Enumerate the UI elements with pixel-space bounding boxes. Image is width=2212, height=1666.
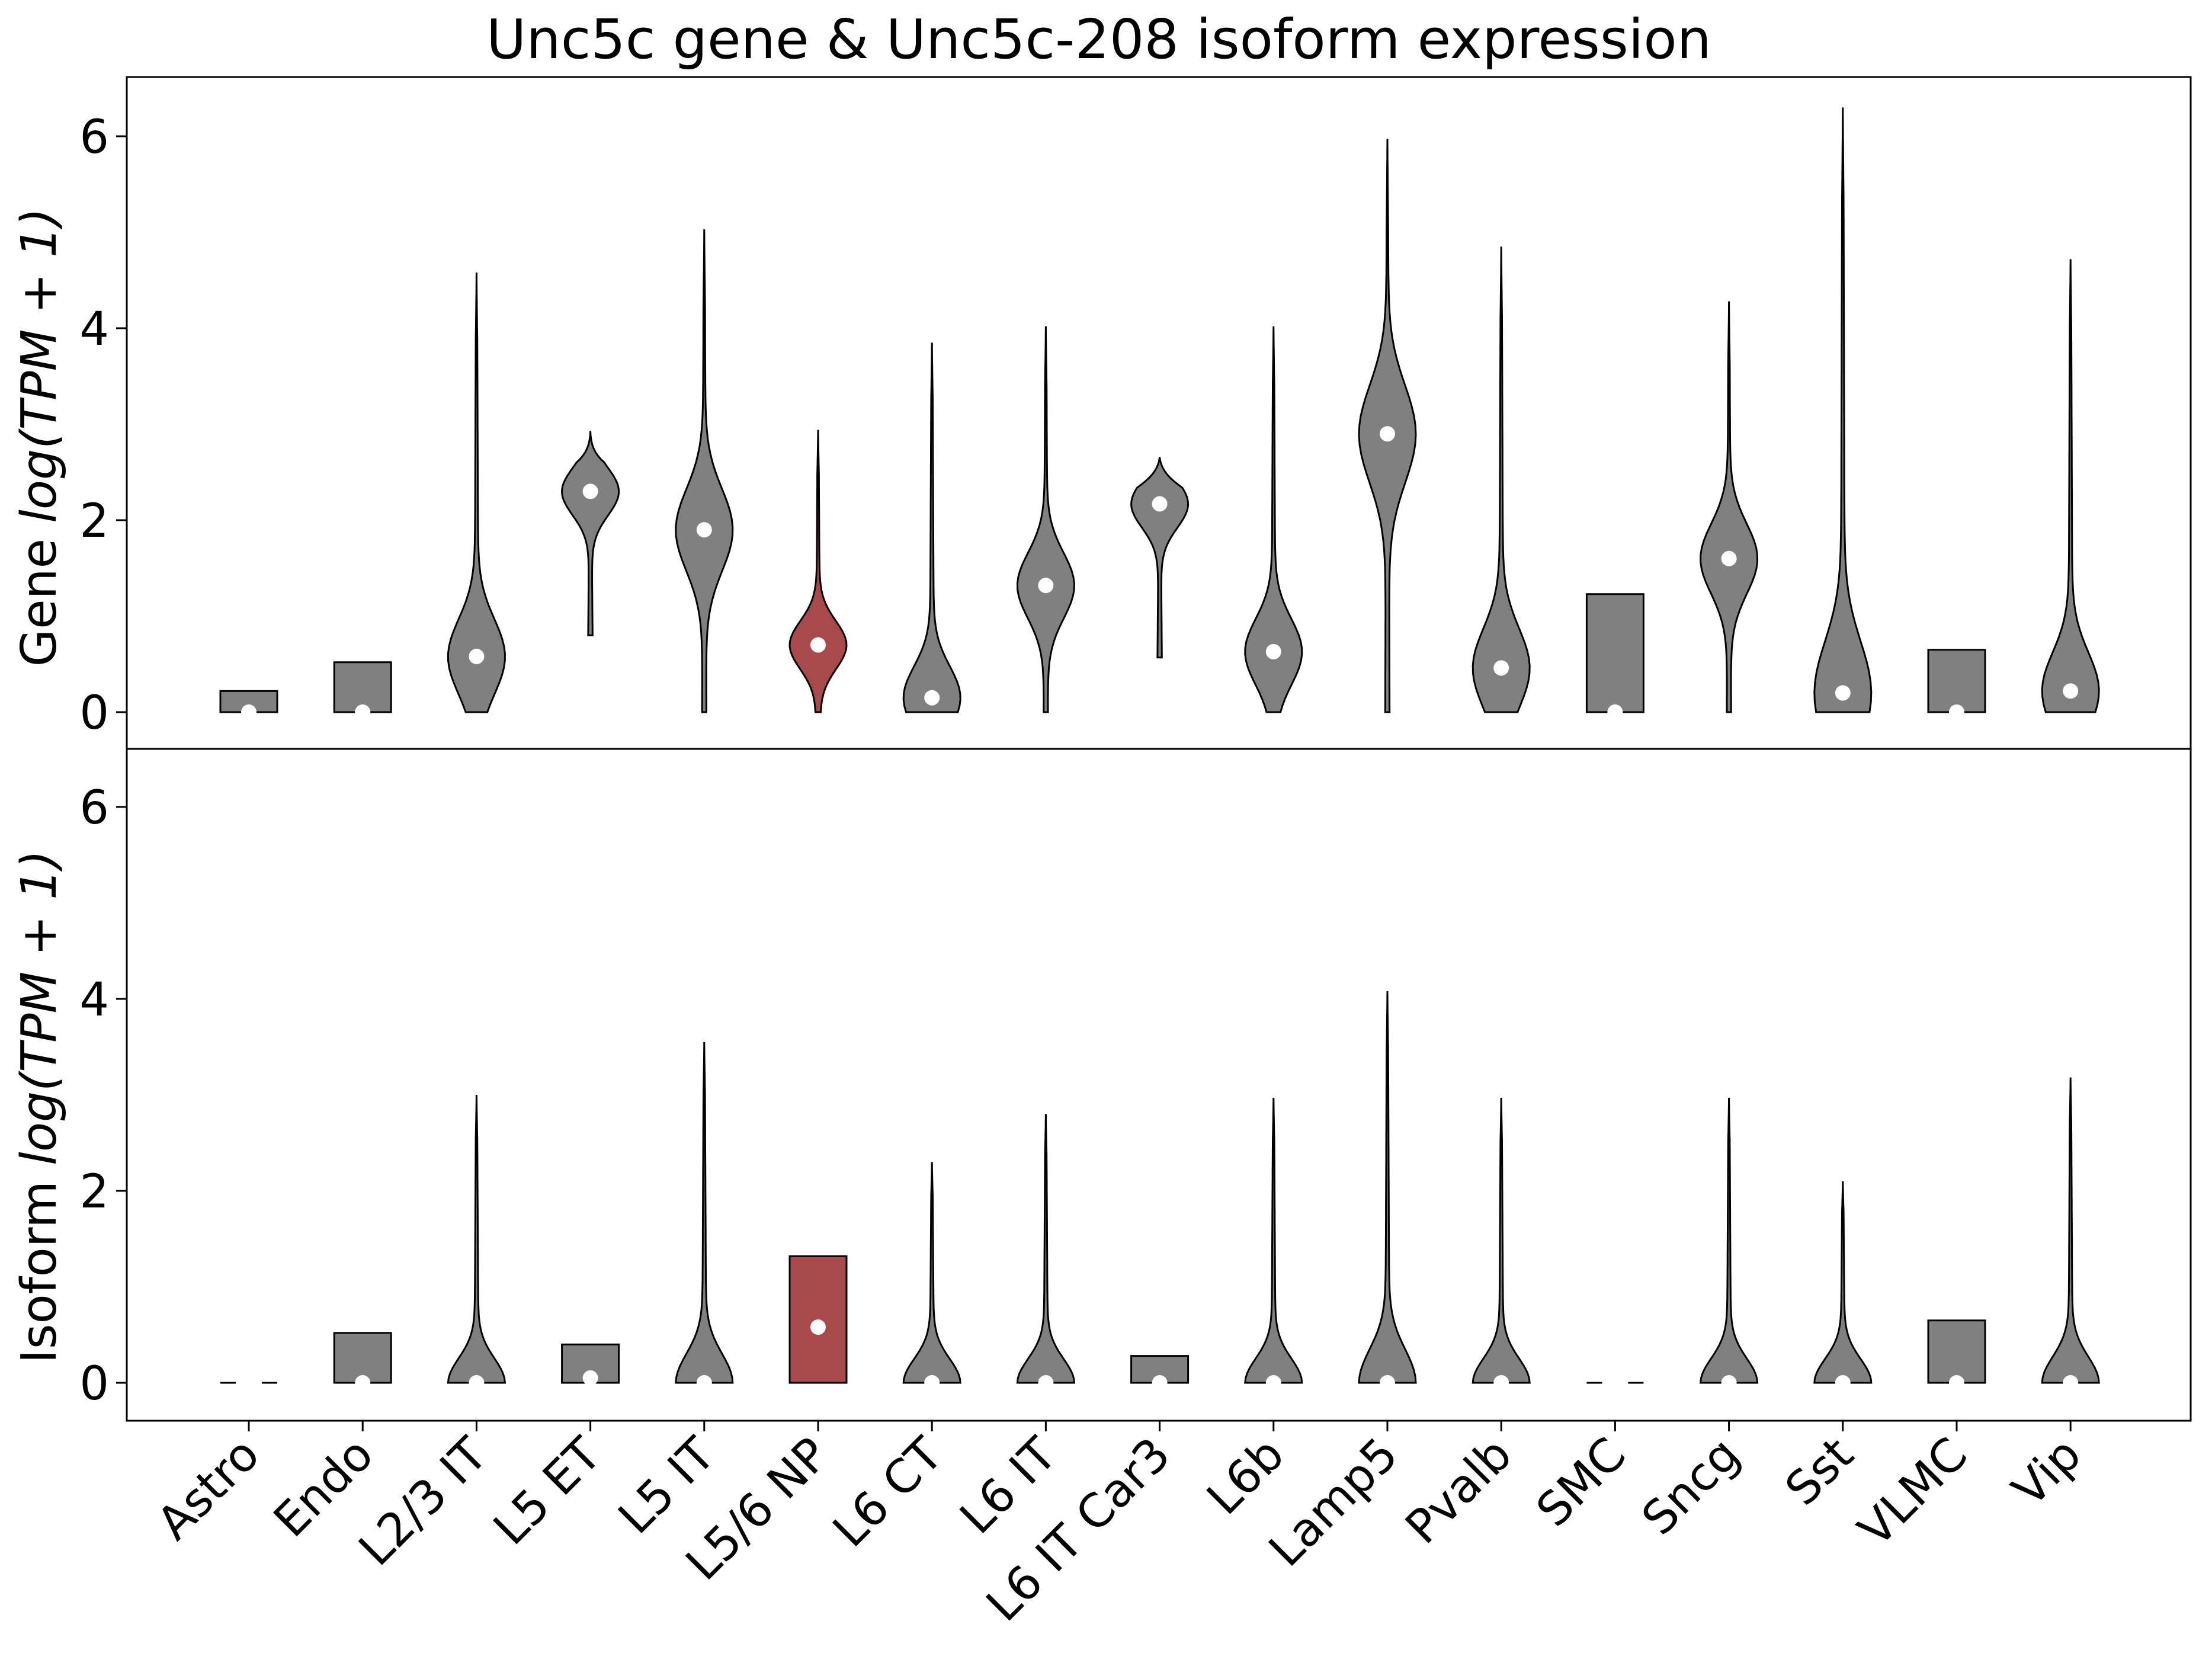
isoform-vlmc-violin (1927, 1319, 1986, 1384)
x-tick-label-l6b: L6b (1197, 1428, 1294, 1525)
gene-l5-6-np-median-point (810, 637, 826, 653)
gene-l6-it-car3-violin (1130, 457, 1190, 659)
isoform-lamp5-median-point (1380, 1375, 1395, 1391)
isoform-y-axis-label: Isoform log(TPM + 1) (11, 850, 68, 1364)
gene-l5-et-median-point (582, 483, 598, 499)
y-tick-label: 4 (79, 303, 109, 356)
gene-lamp5-median-point (1380, 426, 1395, 442)
isoform-sst-violin (1813, 1181, 1873, 1384)
x-tick-label-pvalb: Pvalb (1396, 1428, 1522, 1555)
isoform-l5-6-np-median-point (810, 1319, 826, 1335)
isoform-l6-it-median-point (1038, 1375, 1054, 1391)
gene-l6b-violin (1244, 326, 1303, 713)
isoform-panel-frame (126, 748, 2192, 1422)
isoform-l5-it-violin (675, 1042, 734, 1384)
gene-violins (219, 107, 2100, 720)
x-tick-label-l6-ct: L6 CT (823, 1428, 953, 1558)
gene-vip-violin (2041, 259, 2100, 713)
isoform-pvalb-violin (1472, 1097, 1531, 1384)
isoform-l6b-violin (1244, 1097, 1303, 1384)
x-tick-label-vlmc: VLMC (1848, 1428, 1977, 1557)
x-tick-label-astro: Astro (147, 1428, 270, 1550)
isoform-sncg-median-point (1721, 1375, 1737, 1391)
y-tick-label: 0 (79, 687, 109, 740)
gene-endo-median-point (355, 704, 371, 720)
gene-smc-median-point (1607, 704, 1623, 720)
gene-panel: 0 2 4 6 Gene log(TPM + 1) (11, 107, 2100, 740)
gene-astro-violin (219, 690, 278, 713)
gene-lamp5-violin (1358, 139, 1417, 713)
isoform-l5-et-median-point (582, 1370, 598, 1386)
gene-y-ticks: 0 2 4 6 (79, 111, 127, 740)
y-tick-label: 4 (79, 973, 109, 1027)
y-tick-label: 6 (79, 111, 109, 164)
isoform-sst-median-point (1835, 1375, 1851, 1391)
x-tick-label-l5-et: L5 ET (484, 1428, 612, 1556)
gene-l2-3-it-median-point (469, 649, 485, 665)
isoform-l6-it-car3-median-point (1152, 1375, 1168, 1391)
isoform-l5-et-violin (561, 1343, 620, 1384)
gene-l5-it-violin (675, 229, 734, 713)
y-tick-label: 6 (79, 781, 109, 835)
isoform-endo-violin (333, 1332, 392, 1384)
isoform-l6-ct-violin (902, 1162, 961, 1384)
gene-l2-3-it-violin (447, 272, 506, 713)
gene-l5-6-np-violin (788, 430, 848, 713)
gene-l6-it-median-point (1038, 578, 1054, 594)
isoform-y-ticks: 0 2 4 6 (79, 781, 127, 1411)
gene-l6-ct-median-point (924, 690, 940, 706)
gene-astro-median-point (241, 704, 257, 720)
gene-endo-violin (333, 661, 392, 713)
gene-l6-it-car3-median-point (1152, 496, 1168, 512)
isoform-l6-it-violin (1016, 1114, 1076, 1384)
x-tick-label-l2-3-it: L2/3 IT (349, 1428, 498, 1577)
x-tick-label-smc: SMC (1527, 1428, 1636, 1537)
isoform-l5-it-median-point (696, 1375, 712, 1391)
gene-smc-violin (1585, 593, 1644, 713)
isoform-l6-ct-median-point (924, 1375, 940, 1391)
gene-sncg-violin (1700, 301, 1759, 713)
chart-title: Unc5c gene & Unc5c-208 isoform expressio… (486, 8, 1711, 71)
gene-l6-it-violin (1016, 326, 1075, 713)
isoform-lamp5-violin (1358, 991, 1417, 1384)
y-tick-label: 0 (79, 1357, 109, 1411)
isoform-sncg-violin (1699, 1097, 1759, 1384)
x-tick-label-sncg: Sncg (1632, 1428, 1750, 1546)
gene-sst-median-point (1835, 685, 1851, 701)
isoform-violins (220, 991, 2100, 1391)
gene-pvalb-median-point (1493, 660, 1509, 676)
isoform-pvalb-median-point (1493, 1375, 1509, 1391)
x-tick-label-lamp5: Lamp5 (1259, 1428, 1408, 1577)
y-tick-label: 2 (79, 1165, 109, 1219)
isoform-vip-median-point (2063, 1375, 2079, 1391)
x-tick-label-sst: Sst (1775, 1428, 1864, 1516)
gene-vlmc-median-point (1949, 704, 1964, 720)
x-tick-label-vip: Vip (2002, 1428, 2091, 1517)
isoform-vip-violin (2041, 1077, 2100, 1384)
gene-vip-median-point (2063, 683, 2079, 699)
gene-vlmc-violin (1927, 649, 1986, 713)
gene-pvalb-violin (1472, 246, 1531, 713)
gene-l6b-median-point (1265, 643, 1281, 659)
y-tick-label: 2 (79, 495, 109, 548)
isoform-vlmc-median-point (1949, 1375, 1964, 1391)
isoform-l2-3-it-median-point (469, 1375, 485, 1391)
isoform-l6b-median-point (1265, 1375, 1281, 1391)
isoform-l6-it-car3-violin (1130, 1355, 1190, 1384)
gene-sncg-median-point (1721, 550, 1737, 566)
gene-y-axis-label: Gene log(TPM + 1) (11, 208, 68, 667)
gene-sst-violin (1813, 107, 1873, 713)
gene-l5-it-median-point (696, 522, 712, 538)
gene-l6-ct-violin (902, 342, 961, 713)
isoform-panel: 0 2 4 6 Isoform log(TPM + 1) (11, 781, 2100, 1411)
isoform-endo-median-point (355, 1375, 371, 1391)
gene-l5-et-violin (561, 431, 620, 636)
isoform-l2-3-it-violin (447, 1094, 506, 1384)
